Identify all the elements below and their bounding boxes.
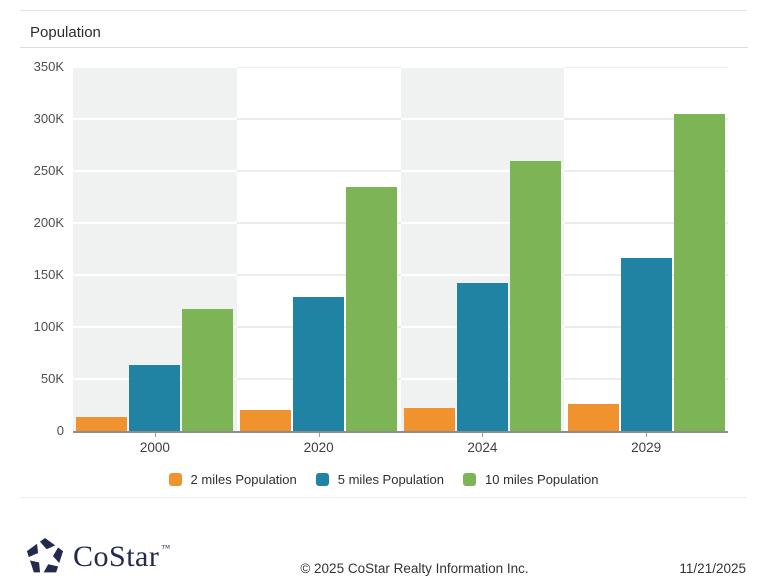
plot-area — [73, 67, 728, 433]
x-tick-label: 2000 — [139, 440, 170, 455]
gridline — [236, 274, 401, 276]
bar-2000-5mi[interactable] — [129, 365, 181, 431]
gridline — [564, 170, 728, 172]
gridline — [236, 118, 401, 120]
gridline — [400, 170, 565, 172]
costar-logo: CoStar ™ — [26, 538, 170, 576]
gridline — [73, 326, 237, 328]
logo-star-cutout — [26, 538, 64, 576]
gridline — [236, 67, 401, 68]
bar-group-2029 — [564, 67, 728, 431]
gridline — [400, 274, 565, 276]
plot-band-2000 — [73, 67, 237, 431]
costar-pinwheel-icon — [26, 538, 64, 576]
bar-2024-5mi[interactable] — [456, 283, 508, 431]
legend-label: 10 miles Population — [485, 472, 599, 487]
y-tick-label: 100K — [33, 319, 64, 334]
bar-2029-2mi[interactable] — [567, 404, 619, 431]
title-separator — [20, 47, 748, 48]
bar-group-2000 — [73, 67, 237, 431]
bar-2020-5mi[interactable] — [293, 297, 345, 431]
legend-item-5mi[interactable]: 5 miles Population — [315, 472, 444, 487]
gridline — [400, 222, 565, 224]
y-tick-label: 50K — [40, 371, 64, 386]
legend-label: 5 miles Population — [337, 472, 444, 487]
gridline — [400, 118, 565, 120]
bar-2024-10mi[interactable] — [509, 161, 561, 431]
x-tick-mark — [646, 433, 648, 437]
legend-swatch-icon — [168, 473, 182, 486]
card-bottom-border — [20, 497, 747, 498]
y-tick-label: 200K — [33, 215, 64, 230]
plot-band-2020 — [236, 67, 401, 431]
gridline — [236, 222, 401, 224]
gridline — [73, 170, 237, 172]
y-tick-label: 350K — [33, 59, 64, 74]
x-tick-label: 2020 — [303, 440, 334, 455]
x-tick-mark — [482, 433, 484, 437]
x-tick-mark — [154, 433, 156, 437]
bar-2000-10mi[interactable] — [182, 309, 234, 431]
legend-swatch-icon — [315, 473, 329, 486]
chart-title: Population — [30, 24, 101, 41]
x-tick-label: 2029 — [631, 440, 662, 455]
gridline — [564, 222, 728, 224]
bar-group-2020 — [237, 67, 401, 431]
legend-item-10mi[interactable]: 10 miles Population — [463, 472, 598, 487]
legend-item-2mi[interactable]: 2 miles Population — [168, 472, 297, 487]
x-axis: 2000 2020 2024 2029 — [73, 433, 728, 463]
report-date: 11/21/2025 — [679, 561, 746, 576]
x-tick-label: 2024 — [467, 440, 498, 455]
gridline — [73, 118, 237, 120]
legend-label: 2 miles Population — [190, 472, 297, 487]
bar-2020-2mi[interactable] — [240, 410, 292, 431]
gridline — [236, 170, 401, 172]
y-tick-label: 300K — [33, 111, 64, 126]
gridline — [400, 67, 565, 68]
legend-swatch-icon — [463, 473, 476, 486]
bar-2029-5mi[interactable] — [620, 258, 672, 431]
y-axis: 0 50K 100K 150K 200K 250K 300K 350K — [0, 59, 64, 438]
plot-band-2024 — [400, 67, 565, 431]
gridline — [73, 274, 237, 276]
y-tick-label: 150K — [33, 267, 64, 282]
gridline — [73, 222, 237, 224]
y-tick-label: 0 — [56, 423, 64, 438]
card-top-border — [20, 10, 747, 11]
gridline — [564, 118, 728, 120]
copyright-text: © 2025 CoStar Realty Information Inc. — [300, 561, 529, 576]
trademark-symbol: ™ — [161, 543, 171, 553]
plot-band-2029 — [564, 67, 728, 431]
bar-2024-2mi[interactable] — [403, 408, 455, 431]
y-tick-label: 250K — [33, 163, 64, 178]
bar-2000-2mi[interactable] — [76, 417, 128, 431]
costar-wordmark: CoStar — [73, 540, 160, 573]
bar-2020-10mi[interactable] — [346, 187, 398, 431]
chart-legend: 2 miles Population 5 miles Population 10 m… — [0, 472, 767, 487]
bar-group-2024 — [401, 67, 565, 431]
x-tick-mark — [318, 433, 320, 437]
gridline — [564, 67, 728, 68]
gridline — [73, 67, 237, 68]
bar-2029-10mi[interactable] — [673, 114, 725, 431]
